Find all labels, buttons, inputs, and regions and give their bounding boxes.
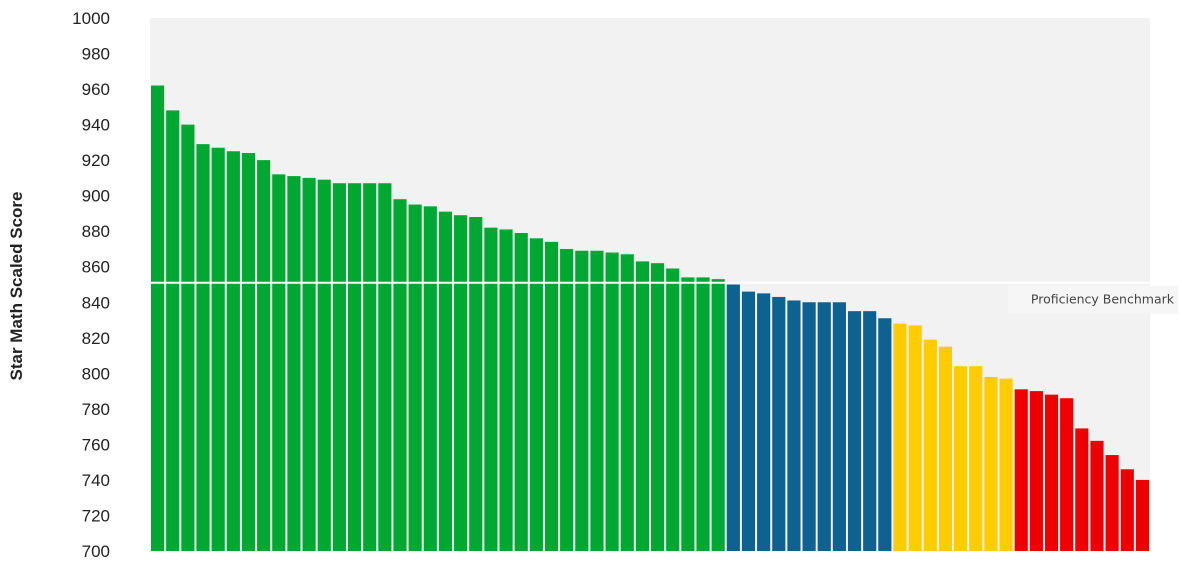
bar xyxy=(302,177,316,551)
y-tick-label: 740 xyxy=(82,471,110,490)
bar xyxy=(1044,394,1059,551)
bar xyxy=(681,277,695,551)
bar xyxy=(923,339,937,551)
bar xyxy=(514,232,528,552)
bar xyxy=(575,250,589,552)
y-tick-label: 760 xyxy=(82,435,110,454)
bar xyxy=(257,160,271,551)
y-tick-label: 960 xyxy=(82,80,110,99)
bar xyxy=(181,124,195,551)
bar xyxy=(651,263,665,551)
bar xyxy=(605,252,619,551)
bar xyxy=(999,378,1013,551)
bar xyxy=(954,366,968,551)
bar xyxy=(151,85,165,551)
bar xyxy=(211,147,225,551)
y-tick-label: 700 xyxy=(82,542,110,561)
y-tick-label: 980 xyxy=(82,45,110,64)
bar xyxy=(620,254,634,552)
benchmark-label: Proficiency Benchmark xyxy=(1031,292,1175,307)
bar xyxy=(454,215,468,551)
bar xyxy=(560,248,574,551)
bar-group xyxy=(151,85,1149,552)
y-tick-label: 860 xyxy=(82,258,110,277)
bar xyxy=(817,302,831,551)
bar xyxy=(802,302,816,551)
bar xyxy=(226,151,240,551)
bar xyxy=(347,183,362,552)
bar xyxy=(635,261,649,551)
y-tick-label: 820 xyxy=(82,329,110,348)
y-tick-label: 800 xyxy=(82,364,110,383)
bar xyxy=(969,366,983,551)
bar xyxy=(408,204,422,552)
y-tick-label: 840 xyxy=(82,293,110,312)
bar xyxy=(938,346,953,551)
y-tick-label: 720 xyxy=(82,506,110,525)
bar xyxy=(529,238,543,551)
bar xyxy=(1120,469,1134,551)
bar xyxy=(696,277,710,551)
y-tick-label: 1000 xyxy=(72,9,110,28)
y-axis-title: Star Math Scaled Score xyxy=(7,192,26,381)
bar xyxy=(241,153,256,551)
bar xyxy=(499,229,513,552)
bar xyxy=(863,311,877,551)
bar xyxy=(469,216,483,552)
bar xyxy=(287,176,301,551)
bar xyxy=(1135,479,1149,551)
y-tick-label: 780 xyxy=(82,400,110,419)
bar xyxy=(726,284,740,551)
bar xyxy=(332,183,346,552)
bar xyxy=(166,110,180,551)
bar xyxy=(741,291,756,551)
y-tick-label: 880 xyxy=(82,222,110,241)
bar xyxy=(908,325,922,551)
bar xyxy=(757,293,771,551)
y-axis-ticks: 700 720 740 760 780 800 820 840 860 880 900 920 940 9… xyxy=(72,9,110,561)
bar xyxy=(544,241,559,552)
bar xyxy=(787,300,801,551)
bar xyxy=(378,183,392,552)
bar xyxy=(878,318,892,551)
bar xyxy=(1029,391,1043,551)
bar xyxy=(984,376,998,551)
bar xyxy=(317,179,331,551)
bar xyxy=(772,296,786,551)
bar xyxy=(393,199,407,551)
bar xyxy=(484,227,498,551)
y-tick-label: 920 xyxy=(82,151,110,170)
bar xyxy=(196,144,210,551)
bar xyxy=(363,183,377,552)
bar xyxy=(590,250,604,552)
plot-background xyxy=(150,18,1150,551)
y-tick-label: 940 xyxy=(82,116,110,135)
bar xyxy=(711,279,725,551)
bar xyxy=(1090,440,1104,551)
bar xyxy=(1014,389,1028,551)
bar xyxy=(1060,398,1074,551)
bar xyxy=(423,206,437,551)
bar xyxy=(847,311,862,551)
bar xyxy=(1105,455,1119,551)
bar xyxy=(893,323,907,551)
bar xyxy=(666,268,680,551)
bar xyxy=(1075,428,1089,551)
bar xyxy=(832,302,846,551)
bar xyxy=(438,211,453,551)
bar xyxy=(272,174,286,551)
benchmark-label-background xyxy=(1008,285,1178,314)
y-tick-label: 900 xyxy=(82,187,110,206)
